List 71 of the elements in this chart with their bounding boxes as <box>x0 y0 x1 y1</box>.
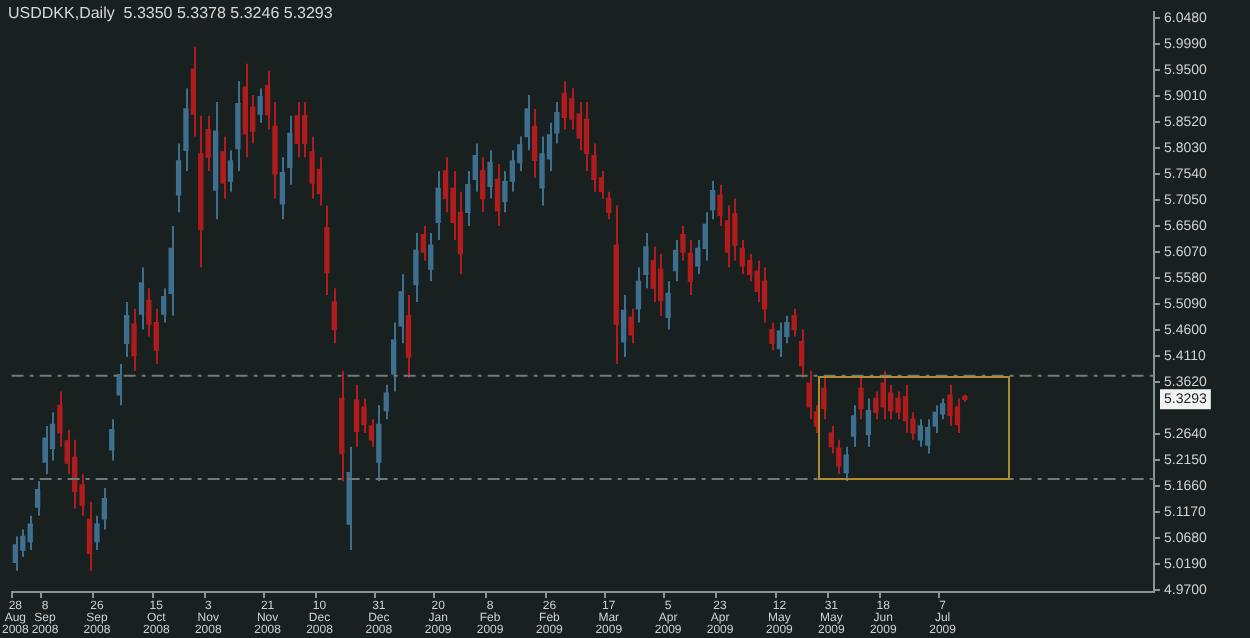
candlestick <box>242 62 248 159</box>
candlestick <box>709 180 716 221</box>
candlestick <box>769 321 775 352</box>
candlestick <box>672 238 679 283</box>
candlestick <box>806 369 812 421</box>
candlestick <box>376 404 382 483</box>
candlestick <box>294 101 300 159</box>
candlestick <box>732 197 738 262</box>
candlestick <box>94 514 100 552</box>
candlestick <box>428 232 434 283</box>
candlestick <box>34 480 41 517</box>
candlestick <box>413 232 419 303</box>
candlestick <box>331 287 337 345</box>
candlestick <box>420 225 426 262</box>
candlestick <box>487 149 493 200</box>
candlestick <box>761 266 768 324</box>
chart-title: USDDKK,Daily 5.3350 5.3378 5.3246 5.3293 <box>8 4 333 22</box>
candlestick <box>116 362 122 407</box>
candlestick <box>42 425 48 476</box>
candlestick <box>895 390 901 421</box>
candlestick <box>235 80 241 172</box>
candlestick <box>561 80 567 131</box>
candlestick <box>12 535 19 572</box>
candlestick <box>650 245 656 303</box>
candlestick <box>798 328 805 379</box>
candlestick <box>843 445 849 483</box>
candlestick <box>190 45 197 138</box>
candlestick <box>925 418 931 455</box>
candlestick <box>620 294 627 359</box>
candlestick <box>494 163 501 228</box>
candlestick <box>680 225 686 262</box>
candlestick <box>539 135 545 207</box>
candlestick <box>858 376 864 421</box>
candlestick <box>435 169 441 241</box>
candlestick <box>947 383 953 428</box>
candlestick <box>739 238 745 276</box>
candlestick <box>776 321 783 359</box>
candlestick <box>123 300 130 359</box>
candlestick <box>791 307 797 338</box>
candlestick <box>628 307 634 345</box>
candlestick <box>353 383 360 448</box>
candlestick <box>687 238 694 297</box>
candlestick <box>131 307 137 372</box>
candlestick <box>257 87 263 124</box>
candlestick <box>902 383 909 434</box>
candlestick <box>917 418 923 448</box>
candlestick <box>754 259 760 303</box>
candlestick <box>880 369 886 421</box>
candlestick <box>865 397 872 448</box>
candlestick <box>531 107 538 179</box>
candlestick <box>405 294 412 379</box>
candlestick <box>168 225 174 317</box>
candlestick <box>250 94 256 145</box>
candlestick <box>665 280 671 331</box>
candlestick <box>109 418 115 462</box>
candlestick <box>383 383 389 421</box>
candlestick <box>101 487 108 531</box>
candlestick <box>220 135 226 200</box>
candlestick <box>138 266 145 331</box>
candlestick <box>86 500 93 572</box>
candlestick <box>324 204 330 297</box>
candlestick <box>27 514 33 552</box>
candlestick <box>153 307 159 365</box>
candlestick <box>569 87 575 131</box>
candlestick <box>850 404 857 448</box>
candlestick <box>361 397 367 434</box>
candlestick <box>873 390 879 421</box>
candlestick <box>583 101 590 172</box>
candlestick <box>480 156 486 214</box>
candlestick <box>658 252 664 317</box>
candlestick <box>227 149 234 193</box>
